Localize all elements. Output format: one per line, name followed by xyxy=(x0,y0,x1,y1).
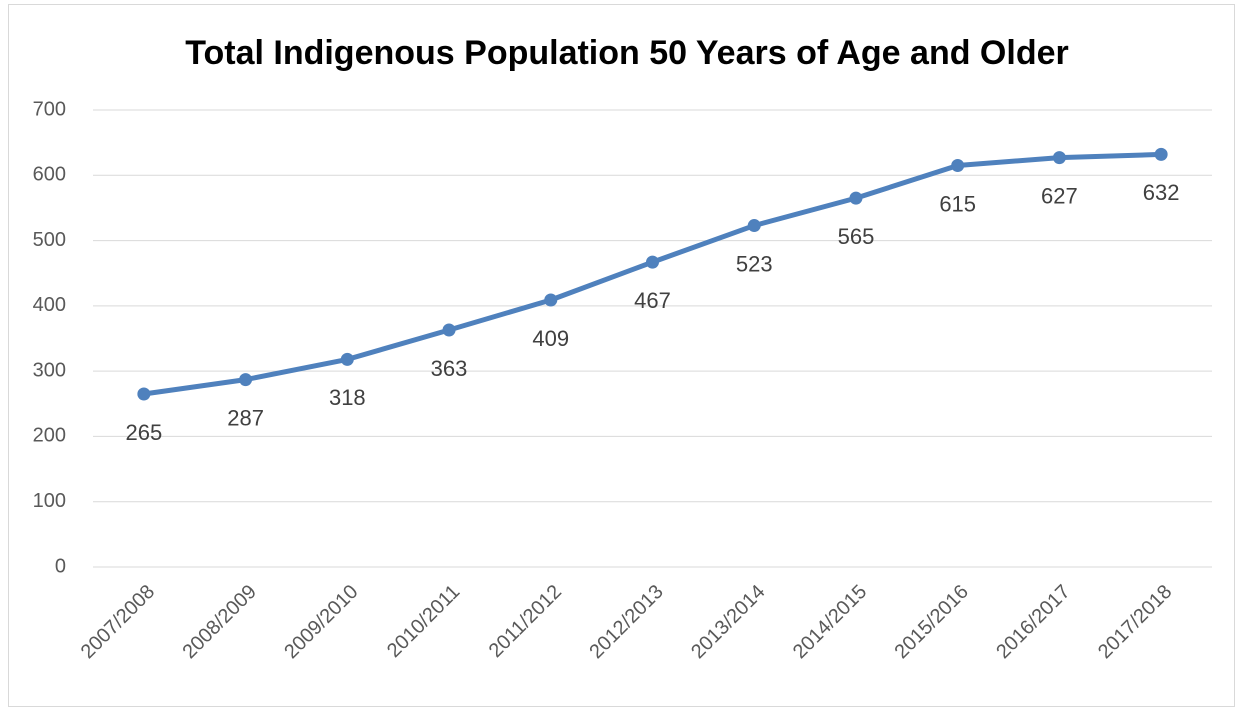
data-label: 615 xyxy=(939,191,976,216)
y-tick-label: 100 xyxy=(33,490,66,512)
data-point xyxy=(442,323,456,337)
data-point xyxy=(544,293,558,307)
y-tick-label: 200 xyxy=(33,425,66,447)
data-label: 523 xyxy=(736,251,773,276)
data-point xyxy=(239,373,253,387)
data-label: 627 xyxy=(1041,183,1078,208)
y-tick-label: 700 xyxy=(33,98,66,120)
y-tick-label: 400 xyxy=(33,294,66,316)
data-point xyxy=(951,158,965,172)
y-tick-label: 0 xyxy=(55,555,66,577)
data-point xyxy=(1154,147,1168,161)
y-tick-label: 600 xyxy=(33,164,66,186)
data-label: 409 xyxy=(532,326,569,351)
data-point xyxy=(1052,151,1066,165)
data-label: 265 xyxy=(126,420,163,445)
data-label: 467 xyxy=(634,288,671,313)
data-label: 318 xyxy=(329,385,366,410)
data-label: 632 xyxy=(1143,180,1180,205)
y-tick-label: 300 xyxy=(33,359,66,381)
chart-title: Total Indigenous Population 50 Years of … xyxy=(185,34,1069,72)
chart-border xyxy=(8,4,1235,707)
data-point xyxy=(747,219,761,233)
data-label: 287 xyxy=(227,405,264,430)
data-point xyxy=(340,352,354,366)
y-tick-label: 500 xyxy=(33,229,66,251)
data-point xyxy=(137,387,151,401)
data-point xyxy=(646,255,659,269)
data-label: 565 xyxy=(838,224,875,249)
data-point xyxy=(849,191,863,205)
data-label: 363 xyxy=(431,356,468,381)
